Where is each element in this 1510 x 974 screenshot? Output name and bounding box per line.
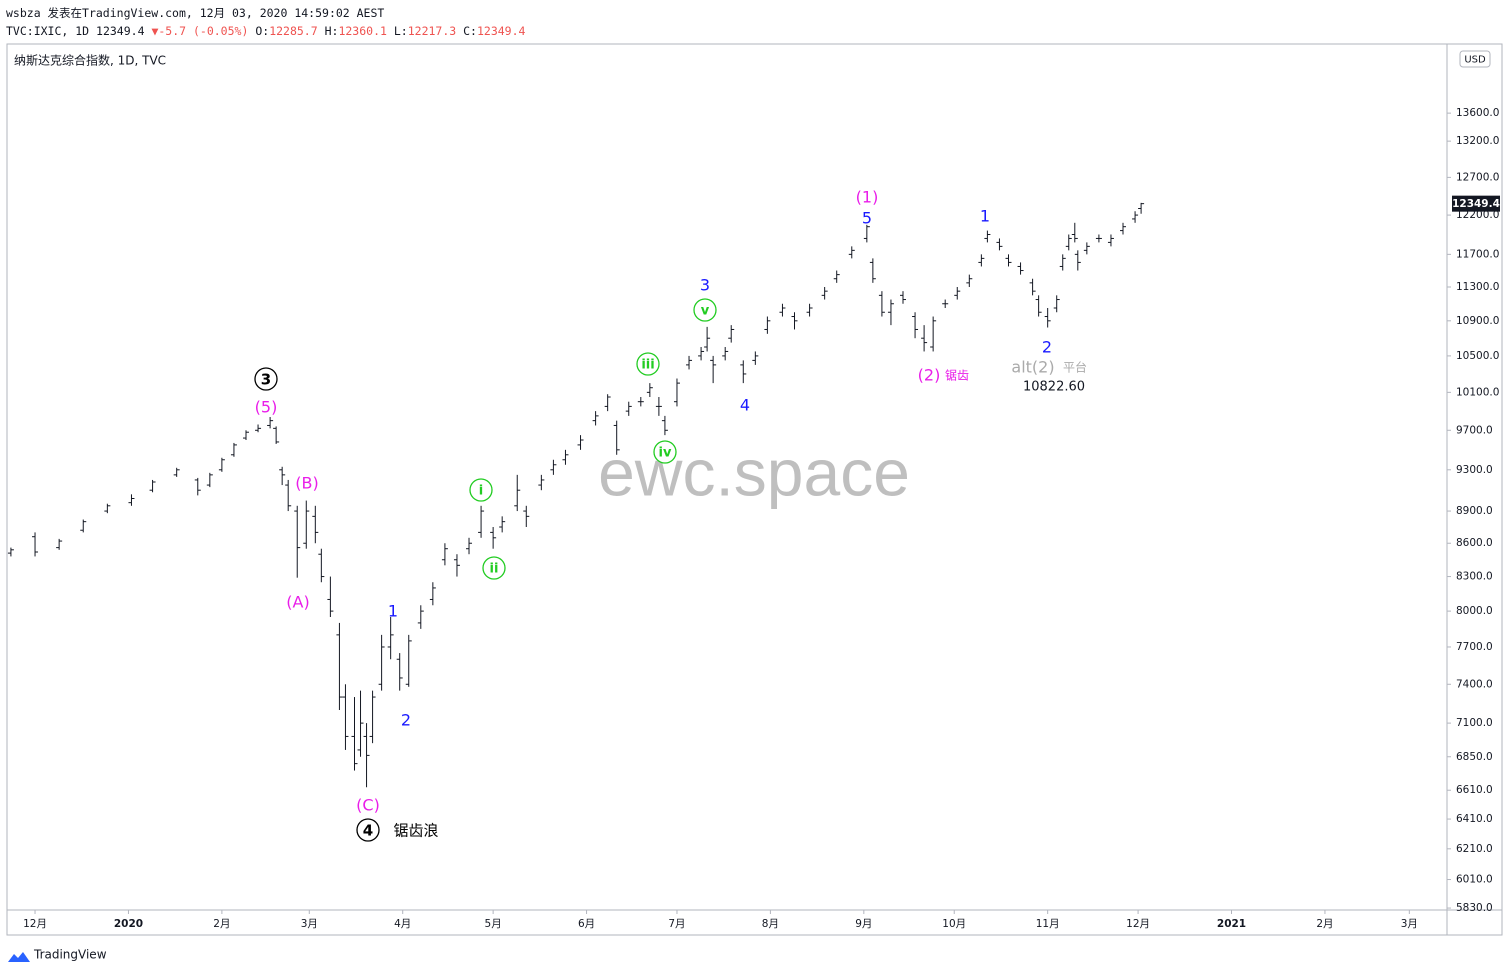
o-label: O: xyxy=(255,24,270,38)
x-tick-label: 5月 xyxy=(485,918,502,930)
y-tick-label: 6010.0 xyxy=(1456,874,1493,886)
low-value: 12217.3 xyxy=(407,24,457,38)
wave-label: 10822.60 xyxy=(1023,380,1085,395)
wave-label: 3 xyxy=(261,371,271,389)
wave-label: ii xyxy=(490,562,499,577)
y-tick-label: 5830.0 xyxy=(1456,902,1493,914)
wave-circle xyxy=(469,478,493,502)
wave-label: 锯齿 xyxy=(945,368,969,383)
x-tick-label: 10月 xyxy=(942,918,966,930)
y-tick-label: 7700.0 xyxy=(1456,641,1493,653)
y-tick-label: 9700.0 xyxy=(1456,424,1493,436)
brand-logo xyxy=(8,952,30,962)
symbol: TVC:IXIC, 1D xyxy=(6,24,90,38)
y-tick-label: 9300.0 xyxy=(1456,464,1493,476)
wave-label: alt(2) xyxy=(1011,358,1054,377)
y-tick-label: 8600.0 xyxy=(1456,537,1493,549)
wave-label: 2 xyxy=(401,711,411,730)
last-price: 12349.4 xyxy=(96,24,145,38)
wave-label: 1 xyxy=(980,207,990,226)
last-price-label: 12349.4 xyxy=(1452,198,1500,210)
wave-circle xyxy=(653,440,677,464)
wave-label: 3 xyxy=(700,276,710,295)
x-tick-label: 4月 xyxy=(394,918,411,930)
y-tick-label: 12200.0 xyxy=(1456,209,1499,221)
c-label: C: xyxy=(463,24,477,38)
x-tick-label: 2月 xyxy=(1316,918,1333,930)
wave-label: v xyxy=(701,304,710,319)
wave-label: 平台 xyxy=(1063,360,1087,375)
price-bars xyxy=(7,202,1145,788)
currency-box xyxy=(1459,50,1491,68)
y-tick-label: 10900.0 xyxy=(1456,315,1499,327)
wave-circle xyxy=(636,352,660,376)
y-tick-label: 7400.0 xyxy=(1456,678,1493,690)
watermark: ewc.space xyxy=(598,435,910,509)
symbol-line: TVC:IXIC, 1D 12349.4 ▼-5.7 (-0.05%) O:12… xyxy=(6,24,525,38)
y-tick-label: 11300.0 xyxy=(1456,281,1499,293)
x-tick-label: 9月 xyxy=(855,918,872,930)
wave-label: iii xyxy=(641,358,654,373)
x-tick-label: 12月 xyxy=(1126,918,1150,930)
h-label: H: xyxy=(324,24,339,38)
y-tick-label: 13200.0 xyxy=(1456,135,1499,147)
y-tick-label: 6610.0 xyxy=(1456,784,1493,796)
x-tick-label: 7月 xyxy=(668,918,685,930)
wave-label: iv xyxy=(659,446,672,461)
x-tick-label: 8月 xyxy=(762,918,779,930)
y-tick-label: 8300.0 xyxy=(1456,571,1493,583)
wave-circle xyxy=(693,298,717,322)
wave-label: 锯齿浪 xyxy=(393,822,438,840)
wave-label: (C) xyxy=(356,796,380,815)
x-tick-label: 2021 xyxy=(1217,918,1246,930)
wave-label: (1) xyxy=(856,188,879,207)
y-tick-label: 7100.0 xyxy=(1456,717,1493,729)
wave-circle xyxy=(482,556,506,580)
x-tick-label: 11月 xyxy=(1036,918,1060,930)
y-tick-label: 10500.0 xyxy=(1456,350,1499,362)
close-value: 12349.4 xyxy=(476,24,526,38)
y-tick-label: 6850.0 xyxy=(1456,751,1493,763)
wave-circle xyxy=(356,818,380,842)
wave-label: (B) xyxy=(295,474,318,493)
wave-label: (A) xyxy=(286,593,309,612)
brand: TradingView xyxy=(33,948,107,962)
y-tick-label: 12700.0 xyxy=(1456,171,1499,183)
x-tick-label: 6月 xyxy=(578,918,595,930)
high-value: 12360.1 xyxy=(338,24,387,38)
wave-label: i xyxy=(479,484,483,499)
x-tick-label: 2月 xyxy=(213,918,230,930)
wave-label: 5 xyxy=(862,209,872,228)
wave-label: (5) xyxy=(255,398,278,417)
x-tick-label: 12月 xyxy=(23,918,47,930)
wave-label: (2) xyxy=(918,366,941,385)
y-tick-label: 8000.0 xyxy=(1456,605,1493,617)
y-tick-label: 8900.0 xyxy=(1456,505,1493,517)
wave-circle xyxy=(254,367,278,391)
change: -5.7 (-0.05%) xyxy=(158,24,249,38)
last-price-tag xyxy=(1452,195,1500,212)
y-tick-label: 6210.0 xyxy=(1456,843,1493,855)
currency: USD xyxy=(1464,55,1486,66)
wave-label: 2 xyxy=(1042,338,1052,357)
y-tick-label: 10100.0 xyxy=(1456,386,1499,398)
arrow: ▼ xyxy=(151,24,159,38)
x-tick-label: 2020 xyxy=(114,918,143,930)
open-value: 12285.7 xyxy=(269,24,318,38)
x-tick-label: 3月 xyxy=(1401,918,1418,930)
wave-label: 1 xyxy=(388,602,398,621)
chart-title: 纳斯达克综合指数, 1D, TVC xyxy=(14,53,166,68)
author-line: wsbza 发表在TradingView.com, 12月 03, 2020 1… xyxy=(6,6,385,20)
l-label: L: xyxy=(393,24,408,38)
wave-label: 4 xyxy=(363,822,373,840)
x-tick-label: 3月 xyxy=(301,918,318,930)
y-tick-label: 11700.0 xyxy=(1456,248,1499,260)
y-tick-label: 13600.0 xyxy=(1456,107,1499,119)
frame xyxy=(6,43,1503,936)
wave-label: 4 xyxy=(740,396,750,415)
y-tick-label: 6410.0 xyxy=(1456,813,1493,825)
